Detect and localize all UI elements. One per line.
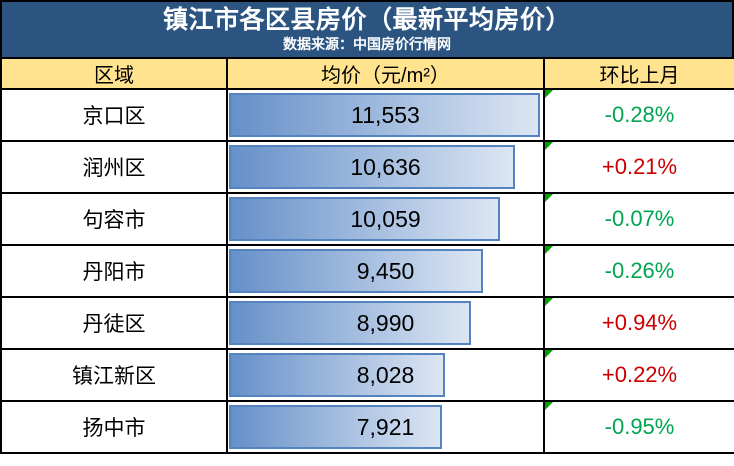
table-row: 京口区 11,553 -0.28%: [0, 88, 734, 142]
table-row: 丹徒区 8,990 +0.94%: [0, 296, 734, 350]
price-cell: 11,553: [226, 88, 545, 142]
change-value: +0.21%: [601, 154, 678, 179]
price-data-bar: [229, 197, 500, 241]
price-data-bar: [229, 353, 446, 397]
change-cell: +0.21%: [543, 140, 734, 194]
change-value: -0.26%: [604, 258, 675, 283]
region-cell: 镇江新区: [0, 348, 228, 402]
table-row: 丹阳市 9,450 -0.26%: [0, 244, 734, 298]
table-row: 句容市 10,059 -0.07%: [0, 192, 734, 246]
table-row: 镇江新区 8,028 +0.22%: [0, 348, 734, 402]
cell-corner-flag-icon: [545, 350, 553, 358]
change-value: -0.28%: [604, 102, 675, 127]
column-header-row: 区域 均价（元/m²） 环比上月: [0, 57, 734, 90]
table-row: 扬中市 7,921 -0.95%: [0, 400, 734, 454]
change-cell: +0.94%: [543, 296, 734, 350]
price-cell: 7,921: [226, 400, 545, 454]
change-cell: -0.95%: [543, 400, 734, 454]
price-cell: 10,636: [226, 140, 545, 194]
change-value: -0.95%: [604, 414, 675, 439]
change-cell: +0.22%: [543, 348, 734, 402]
price-data-bar: [229, 145, 516, 189]
cell-corner-flag-icon: [545, 142, 553, 150]
price-value: 11,553: [351, 101, 420, 128]
price-data-bar: [229, 405, 443, 449]
price-value: 10,636: [350, 153, 421, 180]
price-cell: 8,028: [226, 348, 545, 402]
col-header-price: 均价（元/m²）: [226, 57, 545, 90]
page-title: 镇江市各区县房价（最新平均房价）: [162, 6, 571, 35]
change-cell: -0.07%: [543, 192, 734, 246]
data-source-label: 数据来源：中国房价行情网: [283, 35, 451, 52]
cell-corner-flag-icon: [545, 402, 553, 410]
price-cell: 8,990: [226, 296, 545, 350]
change-value: +0.94%: [601, 310, 678, 335]
cell-corner-flag-icon: [545, 194, 553, 202]
price-data-bar: [229, 93, 540, 137]
change-cell: -0.28%: [543, 88, 734, 142]
region-cell: 润州区: [0, 140, 228, 194]
price-data-bar: [229, 249, 484, 293]
region-cell: 丹徒区: [0, 296, 228, 350]
price-value: 7,921: [356, 413, 415, 440]
region-cell: 扬中市: [0, 400, 228, 454]
price-cell: 9,450: [226, 244, 545, 298]
change-value: -0.07%: [604, 206, 675, 231]
col-header-change: 环比上月: [543, 57, 734, 90]
col-header-region: 区域: [0, 57, 228, 90]
region-cell: 句容市: [0, 192, 228, 246]
change-value: +0.22%: [601, 362, 678, 387]
price-data-bar: [229, 301, 471, 345]
region-cell: 京口区: [0, 88, 228, 142]
region-cell: 丹阳市: [0, 244, 228, 298]
price-value: 8,990: [356, 309, 415, 336]
table-row: 润州区 10,636 +0.21%: [0, 140, 734, 194]
price-value: 9,450: [356, 257, 415, 284]
cell-corner-flag-icon: [545, 298, 553, 306]
change-cell: -0.26%: [543, 244, 734, 298]
title-band: 镇江市各区县房价（最新平均房价） 数据来源：中国房价行情网: [0, 0, 734, 57]
price-value: 10,059: [350, 205, 421, 232]
cell-corner-flag-icon: [545, 246, 553, 254]
price-cell: 10,059: [226, 192, 545, 246]
price-table: 区域 均价（元/m²） 环比上月 京口区 11,553 -0.28% 润州区 10,63…: [0, 57, 734, 454]
cell-corner-flag-icon: [545, 90, 553, 98]
price-value: 8,028: [356, 361, 415, 388]
